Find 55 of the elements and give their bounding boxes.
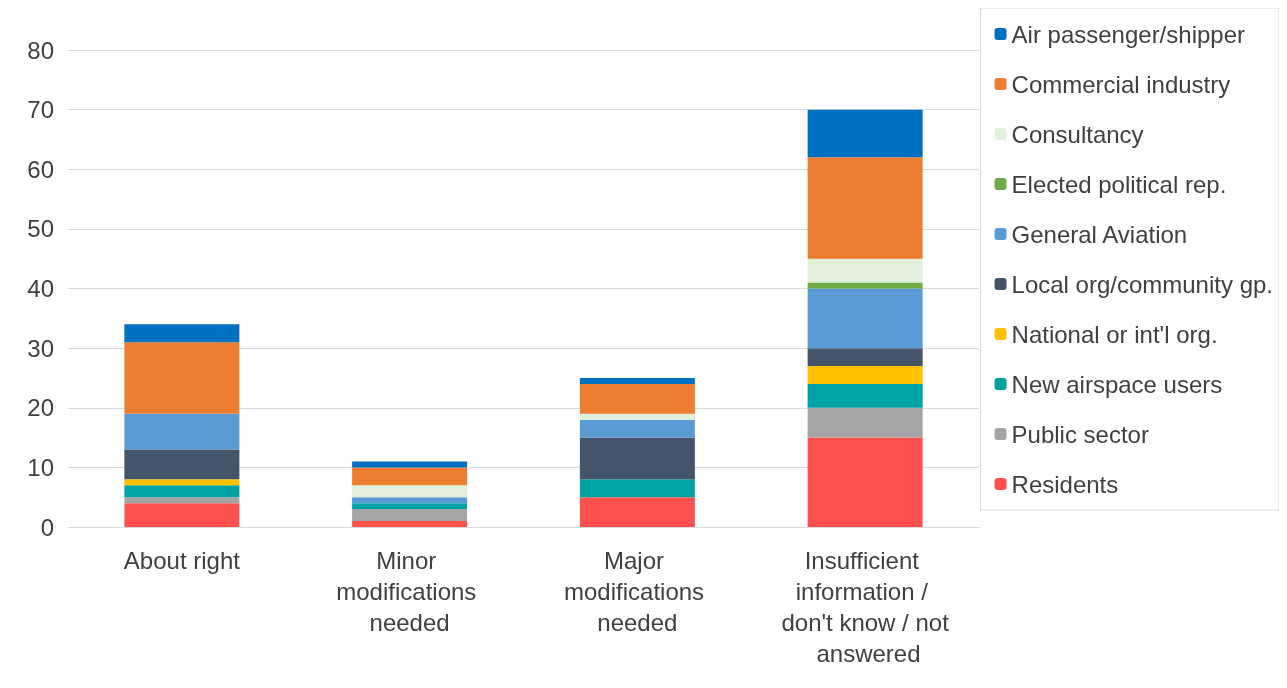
bar: [579, 437, 695, 480]
y-tick-label: 20: [27, 394, 54, 422]
x-tick-label: Insufficient information / don't know / not answered: [781, 547, 950, 667]
bar: [352, 503, 468, 510]
x-tick-label: Minor modifications needed: [336, 547, 483, 636]
y-tick-label: 0: [40, 513, 54, 541]
bar: [807, 348, 923, 367]
bar: [352, 521, 468, 527]
legend-label: Residents: [1011, 470, 1119, 498]
legend-label: Commercial industry: [1011, 70, 1231, 98]
bar: [352, 467, 468, 486]
bar: [579, 413, 695, 420]
bar: [124, 497, 240, 504]
bar: [124, 449, 240, 480]
bar: [124, 485, 240, 498]
legend-label: Local org/community gp.: [1011, 270, 1274, 298]
y-tick-label: 80: [27, 36, 54, 64]
y-tick-label: 50: [27, 215, 54, 243]
y-tick-label: 60: [27, 155, 54, 183]
legend-label: National or int'l org.: [1011, 320, 1218, 348]
legend-label: Public sector: [1011, 420, 1149, 448]
bar: [579, 377, 695, 384]
bar: [807, 407, 923, 438]
y-tick-label: 70: [27, 96, 54, 124]
bar: [807, 282, 923, 289]
bar: [579, 497, 695, 527]
bar: [807, 437, 923, 527]
legend-label: Elected political rep.: [1011, 170, 1227, 198]
bar: [807, 383, 923, 408]
bar: [807, 109, 923, 158]
bar: [579, 383, 695, 414]
bar: [352, 497, 468, 504]
y-tick-label: 10: [27, 453, 54, 481]
legend-label: Consultancy: [1011, 120, 1144, 148]
legend-label: Air passenger/shipper: [1011, 20, 1246, 48]
bar: [124, 324, 240, 343]
bar: [807, 288, 923, 349]
y-tick-label: 30: [27, 334, 54, 362]
bar: [807, 157, 923, 259]
bar: [124, 503, 240, 527]
legend-label: General Aviation: [1011, 220, 1188, 248]
bar: [807, 366, 923, 384]
bar: [579, 479, 695, 498]
bar: [124, 342, 240, 414]
bar: [352, 461, 468, 468]
y-tick-label: 40: [27, 275, 54, 302]
bar: [807, 258, 923, 283]
bar: [579, 419, 695, 438]
bar: [352, 509, 468, 522]
legend-label: New airspace users: [1011, 370, 1223, 398]
bar: [124, 479, 240, 486]
bar: [124, 413, 240, 450]
bar: [352, 485, 468, 498]
x-tick-label: About right: [123, 547, 241, 574]
x-tick-label: Major modifications needed: [564, 547, 711, 636]
